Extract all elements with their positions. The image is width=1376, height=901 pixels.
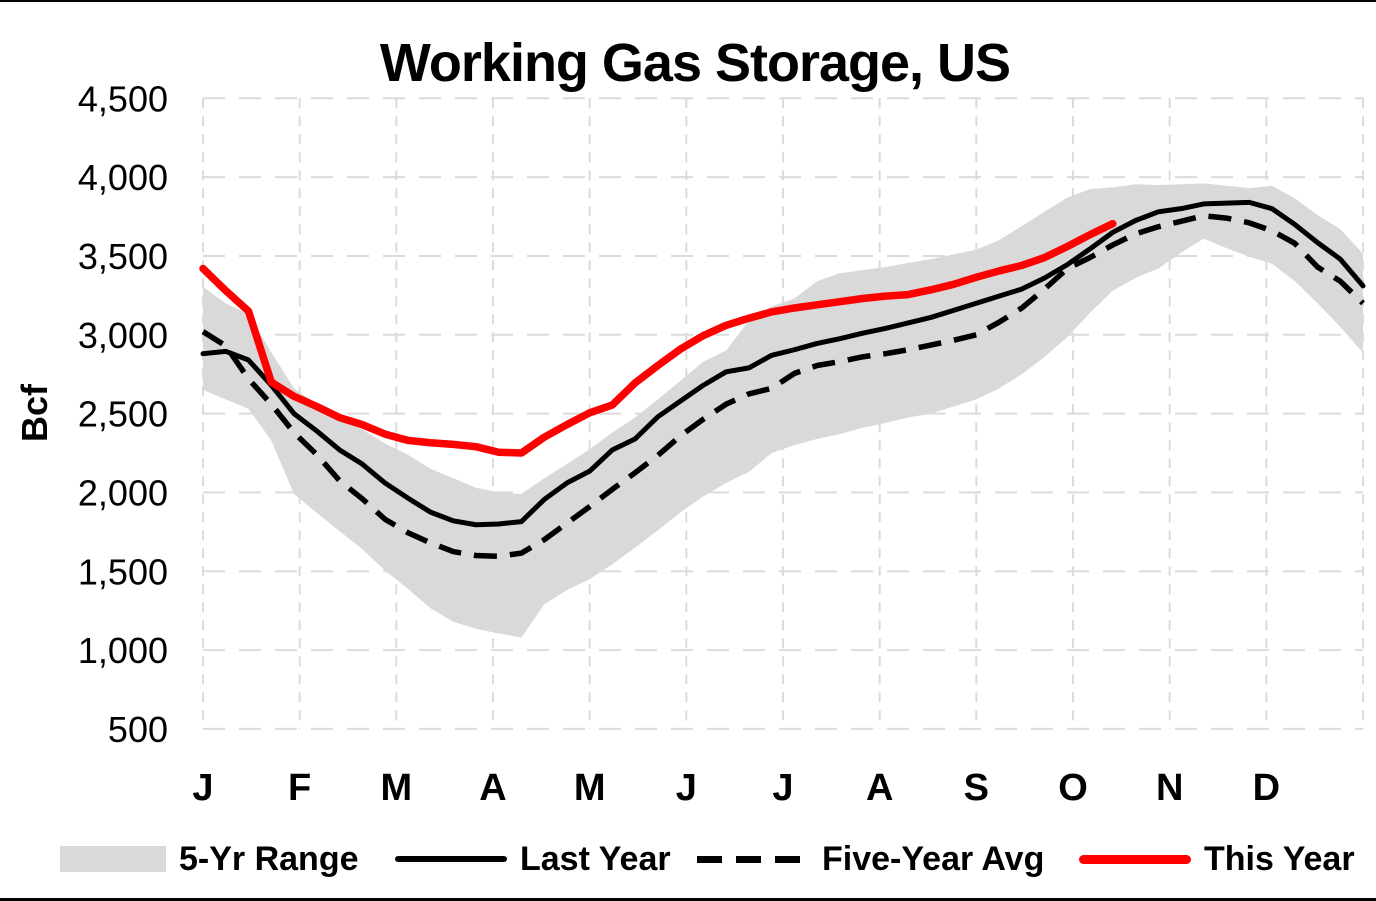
x-tick-label: M xyxy=(381,767,413,809)
legend-label-this-year: This Year xyxy=(1204,839,1355,878)
y-tick-label: 2,000 xyxy=(78,472,168,513)
this-year-line xyxy=(199,219,1117,457)
x-tick-label: A xyxy=(866,767,893,809)
y-tick-label: 500 xyxy=(108,709,168,750)
x-tick-label: N xyxy=(1156,767,1183,809)
5yr-range-swatch-icon xyxy=(60,846,166,872)
five-year-avg-line xyxy=(201,212,1365,560)
last-year-line-swatch-icon xyxy=(395,856,507,862)
legend: 5-Yr Range Last Year Five-Year Avg This … xyxy=(0,840,1376,878)
y-tick-label: 3,500 xyxy=(78,236,168,277)
legend-label-5yr-range: 5-Yr Range xyxy=(179,839,359,878)
legend-item-this-year: This Year xyxy=(1079,840,1355,878)
x-tick-label: O xyxy=(1058,767,1088,809)
last-year-line xyxy=(200,199,1366,528)
legend-item-5yr-range: 5-Yr Range xyxy=(60,840,359,878)
x-tick-label: D xyxy=(1253,767,1280,809)
legend-item-last-year: Last Year xyxy=(395,840,671,878)
x-tick-label: M xyxy=(574,767,606,809)
x-tick-label: F xyxy=(288,767,311,809)
x-tick-label: J xyxy=(192,767,213,809)
this-year-line-swatch-icon xyxy=(1079,854,1191,864)
frame-border-bottom xyxy=(0,898,1376,901)
x-tick-label: S xyxy=(964,767,989,809)
frame-border-top xyxy=(0,0,1376,2)
x-tick-label: A xyxy=(479,767,506,809)
y-tick-label: 1,000 xyxy=(78,630,168,671)
legend-label-last-year: Last Year xyxy=(520,839,671,878)
x-tick-label: J xyxy=(676,767,697,809)
y-tick-label: 3,000 xyxy=(78,315,168,356)
y-tick-label: 4,000 xyxy=(78,157,168,198)
x-tick-label: J xyxy=(772,767,793,809)
chart-title: Working Gas Storage, US xyxy=(379,33,1011,93)
y-tick-label: 1,500 xyxy=(78,551,168,592)
legend-item-five-year-avg: Five-Year Avg xyxy=(697,840,1044,878)
y-tick-label: 2,500 xyxy=(78,394,168,435)
legend-label-five-year-avg: Five-Year Avg xyxy=(822,839,1045,878)
y-tick-label: 4,500 xyxy=(78,78,168,119)
five-year-avg-dash-swatch-icon xyxy=(697,855,809,863)
